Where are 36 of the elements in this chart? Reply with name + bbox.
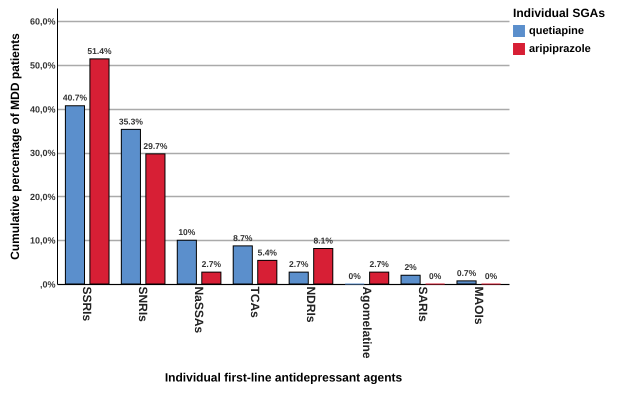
y-tick-label: 50,0% — [30, 60, 56, 70]
data-label: 8.1% — [314, 236, 334, 246]
x-tick-label: NDRIs — [304, 286, 318, 323]
data-label: 2% — [404, 262, 418, 272]
data-label: 0.7% — [456, 268, 477, 278]
y-tick-label: ,0% — [40, 280, 56, 290]
x-tick-label: Agomelatine — [360, 286, 374, 359]
data-label: 5.4% — [258, 247, 278, 258]
x-tick-label: MAOIs — [472, 286, 486, 325]
data-label: 35.3% — [118, 116, 144, 126]
y-tick-label: 30,0% — [30, 148, 56, 158]
data-label: 10% — [178, 227, 196, 238]
data-label: 0% — [428, 271, 442, 281]
y-axis-title: Cumulative percentage of MDD patients — [8, 32, 22, 260]
y-tick-label: 40,0% — [30, 104, 56, 114]
legend-title: Individual SGAs — [513, 6, 606, 20]
data-label: 51.4% — [87, 46, 112, 56]
x-tick-label: SNRIs — [136, 286, 150, 322]
x-tick-label: SSRIs — [80, 286, 94, 322]
data-label: 0% — [484, 271, 498, 281]
data-label: 8.7% — [233, 232, 253, 243]
data-label: 2.7% — [289, 259, 309, 270]
y-tick-label: 20,0% — [30, 192, 56, 202]
x-axis-title: Individual first-line antidepressant agents — [164, 370, 403, 385]
data-label: 2.7% — [202, 259, 222, 270]
x-tick-label: SARIs — [416, 286, 430, 322]
y-tick-label: 60,0% — [30, 16, 56, 27]
legend-label: aripiprazole — [529, 43, 591, 55]
data-label: 2.7% — [369, 259, 390, 270]
x-tick-label: NaSSAs — [192, 286, 206, 334]
x-tick-label: TCAs — [248, 286, 262, 318]
data-label: 0% — [348, 271, 362, 281]
data-label: 29.7% — [143, 140, 168, 151]
data-label: 40.7% — [62, 92, 88, 103]
y-tick-label: 10,0% — [30, 236, 56, 246]
legend-label: quetiapine — [529, 25, 584, 37]
